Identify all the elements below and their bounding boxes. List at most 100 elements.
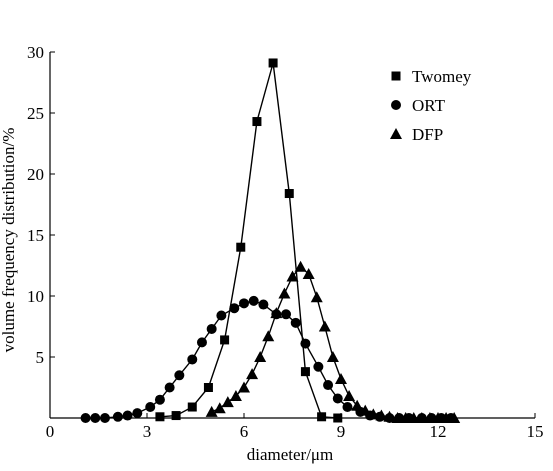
- data-point-ort: [187, 354, 198, 365]
- data-point-twomey: [155, 412, 165, 422]
- data-point-twomey: [284, 189, 294, 199]
- data-point-dfp: [415, 412, 428, 423]
- legend-marker-twomey: [391, 71, 401, 81]
- data-point-dfp: [432, 412, 444, 423]
- data-point-dfp: [254, 351, 267, 362]
- series-dfp: [205, 260, 461, 423]
- data-point-ort: [90, 413, 101, 423]
- data-point-dfp: [246, 368, 259, 380]
- legend-item-ort: ORT: [391, 96, 446, 115]
- data-point-twomey: [187, 402, 197, 412]
- data-point-dfp: [367, 408, 380, 420]
- data-point-dfp: [318, 320, 331, 332]
- data-point-dfp: [294, 260, 307, 272]
- data-point-dfp: [383, 410, 396, 422]
- legend-marker-ort: [391, 100, 401, 110]
- y-tick-label: 25: [27, 104, 44, 123]
- legend-label-twomey: Twomey: [412, 67, 472, 86]
- y-tick-label: 15: [27, 226, 44, 245]
- legend-item-dfp: DFP: [390, 125, 443, 144]
- data-point-ort: [80, 413, 91, 423]
- data-point-ort: [342, 402, 353, 413]
- data-point-ort: [206, 323, 217, 334]
- data-point-ort: [332, 393, 343, 404]
- series-line-dfp: [211, 265, 455, 419]
- data-point-ort: [132, 408, 143, 419]
- data-point-ort: [216, 310, 227, 321]
- x-tick-label: 9: [337, 422, 346, 441]
- data-point-ort: [248, 295, 259, 306]
- series-ort: [80, 295, 456, 423]
- data-point-ort: [122, 410, 133, 421]
- x-tick-label: 0: [46, 422, 55, 441]
- data-point-dfp: [310, 291, 323, 303]
- data-point-dfp: [448, 412, 461, 423]
- data-point-dfp: [391, 412, 404, 423]
- data-point-dfp: [229, 390, 242, 402]
- data-point-dfp: [343, 390, 356, 402]
- data-point-twomey: [236, 242, 246, 252]
- data-point-dfp: [359, 404, 372, 416]
- data-point-ort: [290, 317, 301, 328]
- data-point-dfp: [213, 402, 226, 414]
- data-point-twomey: [203, 383, 213, 392]
- data-point-ort: [239, 298, 249, 309]
- data-point-dfp: [351, 399, 364, 411]
- legend-label-dfp: DFP: [412, 125, 443, 144]
- data-point-dfp: [399, 412, 412, 423]
- y-tick-label: 10: [27, 287, 44, 306]
- series-line-ort: [85, 300, 451, 419]
- axes: 0 3 6 9 12 15 5 10 15 20 25 30: [27, 43, 544, 441]
- data-point-ort: [164, 382, 175, 393]
- data-point-twomey: [252, 117, 262, 127]
- data-point-dfp: [270, 307, 283, 319]
- series-layer: [80, 58, 461, 423]
- legend: Twomey ORT DFP: [390, 67, 472, 144]
- data-point-dfp: [407, 412, 420, 423]
- y-tick-label: 5: [36, 348, 45, 367]
- y-tick-label: 30: [27, 43, 44, 62]
- series-line-twomey: [159, 62, 338, 419]
- data-point-dfp: [375, 409, 388, 421]
- data-point-dfp: [205, 405, 218, 417]
- data-point-ort: [99, 413, 110, 423]
- data-point-dfp: [302, 268, 315, 280]
- y-tick-label: 20: [27, 165, 44, 184]
- data-point-dfp: [326, 351, 339, 362]
- data-point-ort: [196, 337, 207, 348]
- series-twomey: [155, 58, 343, 423]
- x-tick-label: 3: [143, 422, 152, 441]
- data-point-dfp: [423, 412, 436, 423]
- y-axis-title: volume frequency distribution/%: [0, 128, 18, 353]
- x-tick-label: 15: [527, 422, 544, 441]
- legend-item-twomey: Twomey: [391, 67, 472, 86]
- data-point-ort: [145, 402, 156, 413]
- data-point-ort: [281, 309, 292, 320]
- data-point-dfp: [238, 381, 250, 393]
- data-point-ort: [300, 338, 311, 349]
- data-point-ort: [313, 361, 324, 372]
- data-point-twomey: [220, 335, 230, 345]
- x-axis-title: diameter/μm: [247, 445, 334, 464]
- data-point-ort: [323, 380, 334, 391]
- data-point-twomey: [317, 412, 327, 422]
- data-point-twomey: [171, 411, 181, 421]
- legend-marker-dfp: [390, 128, 402, 139]
- data-point-dfp: [262, 330, 275, 342]
- data-point-twomey: [333, 413, 343, 423]
- legend-label-ort: ORT: [412, 96, 446, 115]
- data-point-dfp: [221, 396, 234, 408]
- data-point-dfp: [335, 372, 347, 384]
- data-point-ort: [154, 394, 165, 405]
- x-tick-label: 12: [430, 422, 447, 441]
- data-point-twomey: [300, 367, 310, 377]
- data-point-twomey: [268, 58, 278, 68]
- data-point-ort: [258, 299, 269, 310]
- x-tick-label: 6: [240, 422, 249, 441]
- data-point-ort: [229, 303, 240, 314]
- data-point-dfp: [278, 287, 291, 299]
- data-point-dfp: [286, 270, 299, 282]
- data-point-ort: [174, 370, 185, 381]
- data-point-ort: [112, 411, 123, 422]
